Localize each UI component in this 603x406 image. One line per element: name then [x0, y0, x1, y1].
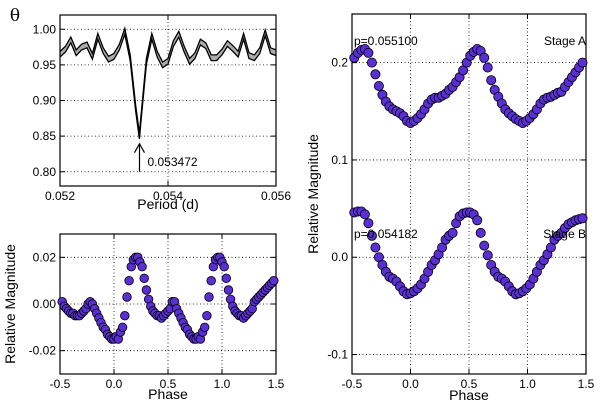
- periodogram-ylabel: θ: [10, 6, 20, 26]
- p1-ytick-label: 0.95: [33, 58, 57, 72]
- data-point: [120, 311, 130, 321]
- data-point: [122, 292, 132, 302]
- phase-right-panel: -0.5 0.0 0.5 1.0 1.5 -0.1 0.0 0.1 0.2 p=0.055100…: [305, 13, 595, 403]
- data-point: [141, 285, 152, 295]
- data-point: [117, 322, 128, 333]
- p1-ytick-label: 0.85: [33, 129, 57, 143]
- data-point: [204, 292, 214, 302]
- phase-right-xlabel: Phase: [449, 387, 489, 403]
- stage-a-point: [370, 242, 381, 253]
- p2-xtick-label: 1.5: [268, 377, 285, 391]
- periodogram-xlabel: Period (d): [137, 196, 198, 212]
- stage-a-point: [447, 227, 458, 238]
- stage-a-point: [363, 218, 374, 229]
- stage-b-point: [366, 57, 377, 68]
- data-point: [202, 311, 212, 321]
- stage-a-point: [479, 240, 490, 251]
- periodogram-gridlines: [60, 15, 276, 186]
- data-point: [139, 273, 149, 284]
- stage-b-point: [486, 75, 497, 86]
- periodogram-peak-label: 0.053472: [147, 155, 197, 169]
- p1-ytick-label: 1.00: [33, 22, 57, 36]
- periodogram-arrow: [133, 142, 146, 172]
- stage-a-point: [366, 230, 377, 241]
- stage-a-label: Stage A: [544, 34, 586, 48]
- stage-a-point: [475, 227, 486, 238]
- periodogram-panel: 0.052 0.054 0.056 0.80 0.85 0.90 0.95 1.00 0.05…: [10, 6, 291, 212]
- p3-xtick-label: 0.0: [402, 377, 419, 391]
- data-point: [223, 285, 234, 295]
- p2-ytick-label: 0.00: [33, 297, 57, 311]
- p2-ytick-label: -0.02: [29, 344, 57, 358]
- p3-ytick-label: 0.1: [331, 153, 348, 167]
- data-point: [137, 262, 147, 272]
- p2-xtick-label: 0.0: [106, 377, 123, 391]
- p2-ytick-label: 0.02: [33, 250, 57, 264]
- data-point: [269, 276, 279, 286]
- stage-b-point: [577, 57, 588, 68]
- periodogram-band: [60, 28, 276, 139]
- phase-right-ticks: -0.5 0.0 0.5 1.0 1.5 -0.1 0.0 0.1 0.2: [327, 14, 595, 391]
- p3-xtick-label: -0.5: [342, 377, 363, 391]
- data-point: [206, 276, 216, 286]
- p3-ytick-label: 0.0: [331, 250, 348, 264]
- p1-xtick-label: 0.052: [45, 189, 75, 203]
- stage-b-point: [363, 47, 374, 58]
- p2-xtick-label: 1.0: [214, 377, 231, 391]
- p2-xtick-label: -0.5: [50, 377, 71, 391]
- phase-left-ticks: -0.5 0.0 0.5 1.0 1.5 -0.02 0.00 0.02: [29, 234, 285, 391]
- p1-ytick-label: 0.90: [33, 94, 57, 108]
- stage-b-period-label: p=0.054182: [354, 227, 418, 241]
- stage-b-point: [482, 62, 493, 73]
- phase-right-gridlines: [352, 14, 586, 374]
- p1-ytick-label: 0.80: [33, 165, 57, 179]
- stage-a-point: [577, 213, 588, 224]
- data-point: [219, 262, 229, 272]
- phase-right-points: [349, 44, 588, 300]
- phase-left-points: [57, 252, 279, 344]
- phase-left-ylabel: Relative Magnitude: [2, 244, 18, 364]
- data-point: [199, 322, 210, 333]
- periodogram-ticks: 0.052 0.054 0.056 0.80 0.85 0.90 0.95 1.00: [33, 15, 291, 203]
- data-point: [124, 276, 134, 286]
- p2-xtick-label: 0.5: [160, 377, 177, 391]
- p1-xtick-label: 0.054: [153, 189, 183, 203]
- p3-xtick-label: 1.5: [578, 377, 595, 391]
- periodogram-line-lower: [59, 31, 277, 140]
- periodogram-line-upper: [59, 26, 277, 134]
- stage-a-point: [482, 250, 493, 261]
- phase-left-panel: -0.5 0.0 0.5 1.0 1.5 -0.02 0.00 0.02 Phase Rela…: [2, 233, 285, 402]
- phase-right-ylabel: Relative Magnitude: [305, 134, 321, 254]
- phase-left-xlabel: Phase: [148, 386, 188, 402]
- data-point: [221, 273, 232, 284]
- stage-a-point: [472, 215, 483, 226]
- stage-b-point: [373, 81, 384, 92]
- stage-a-point: [359, 209, 370, 220]
- stage-b-label: Stage B: [543, 227, 586, 241]
- p3-ytick-label: -0.1: [327, 348, 348, 362]
- p3-xtick-label: 0.5: [461, 377, 478, 391]
- phase-right-frame: [351, 13, 587, 375]
- p1-xtick-label: 0.056: [261, 189, 291, 203]
- stage-b-point: [370, 69, 381, 80]
- p3-xtick-label: 1.0: [519, 377, 536, 391]
- arrow-head: [133, 142, 146, 153]
- stage-b-point: [479, 52, 490, 63]
- stage-a-period-label: p=0.055100: [354, 34, 418, 48]
- p3-ytick-label: 0.2: [331, 56, 348, 70]
